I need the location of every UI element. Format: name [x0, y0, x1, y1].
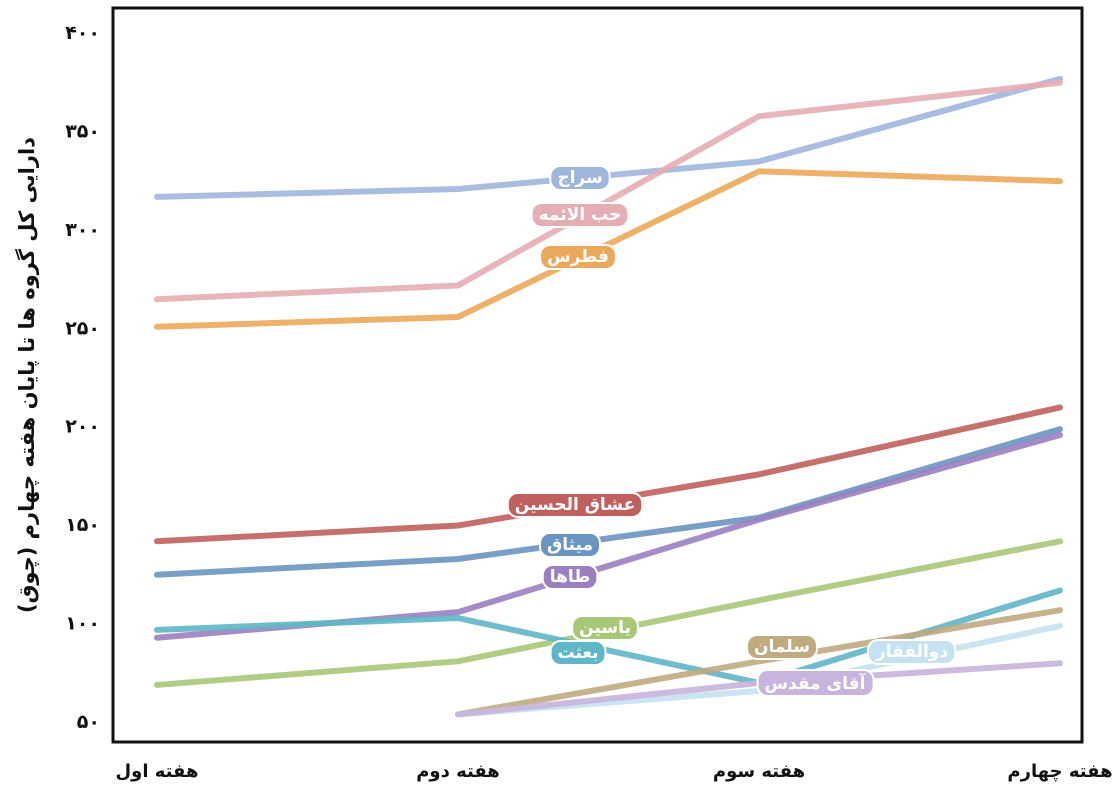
series-tag: بعثت: [549, 640, 607, 666]
series-line: [154, 168, 1063, 330]
y-tick-label: ۲۵۰: [65, 317, 100, 339]
series-name: ذوالفقار: [875, 642, 948, 662]
series-tag-bg: [541, 564, 599, 590]
series-line: [154, 79, 1063, 303]
series-tag: طاها: [541, 564, 599, 590]
series-tag-bg: [756, 669, 875, 697]
series-tag-bg: [539, 532, 601, 558]
series-name: سراج: [557, 168, 602, 188]
series-tag-bg: [549, 165, 611, 191]
series-name: فطرس: [547, 247, 609, 267]
series-line: [455, 607, 1063, 718]
x-tick-label: هفته چهارم: [1007, 761, 1112, 782]
series-tag: میثاق: [539, 532, 601, 558]
y-tick-label: ۲۰۰: [65, 416, 100, 438]
series-tag: یاسین: [571, 615, 639, 641]
series-name: یاسین: [579, 618, 631, 638]
series-tag: سراج: [549, 165, 611, 191]
series-name: حب الائمه: [539, 205, 622, 225]
series-tag-bg: [506, 492, 644, 518]
y-tick-label: ۱۰۰: [65, 612, 100, 634]
plot-frame: [111, 6, 1084, 744]
x-tick-label: هفته سوم: [713, 761, 805, 782]
x-tick-label: هفته اول: [116, 761, 199, 782]
series-name: طاها: [550, 567, 591, 587]
series-line: [154, 426, 1063, 578]
lines: [154, 75, 1063, 718]
y-tick-label: ۱۵۰: [65, 514, 100, 536]
series-tag-bg: [539, 244, 617, 270]
series-tag-bg: [530, 202, 630, 228]
y-tick-label: ۵۰: [77, 711, 100, 733]
y-tick-label: ۴۰۰: [65, 22, 100, 44]
series-labels: سراج حب الائمه فطرس عشاق الحسین میثاق طاها یاس…: [506, 165, 957, 697]
series-name: میثاق: [547, 535, 593, 555]
series-tag: عشاق الحسین: [506, 492, 644, 518]
y-tick-label: ۳۰۰: [65, 219, 100, 241]
series-tag: ذوالفقار: [866, 639, 957, 665]
series-tag: حب الائمه: [530, 202, 630, 228]
y-axis-label: دارایی کل گروه ها تا پایان هفته چهارم (چ…: [14, 137, 39, 613]
series-tag-bg: [746, 634, 818, 660]
series-name: سلمان: [754, 637, 810, 657]
series-tag: آقای مقدس: [756, 669, 875, 697]
series-name: بعثت: [558, 643, 599, 663]
series-tag-bg: [866, 639, 957, 665]
series-tag: فطرس: [539, 244, 617, 270]
series-name: عشاق الحسین: [515, 495, 635, 515]
series-name: آقای مقدس: [765, 672, 867, 694]
series-tag-bg: [549, 640, 607, 666]
series-tag-bg: [571, 615, 639, 641]
x-tick-label: هفته دوم: [416, 761, 500, 782]
y-tick-label: ۳۵۰: [65, 120, 100, 142]
series-tag: سلمان: [746, 634, 818, 660]
